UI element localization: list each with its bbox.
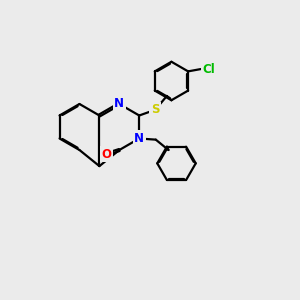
Text: Cl: Cl: [203, 63, 215, 76]
Text: O: O: [102, 148, 112, 160]
Text: N: N: [114, 98, 124, 110]
Text: S: S: [151, 103, 160, 116]
Text: N: N: [134, 132, 144, 145]
